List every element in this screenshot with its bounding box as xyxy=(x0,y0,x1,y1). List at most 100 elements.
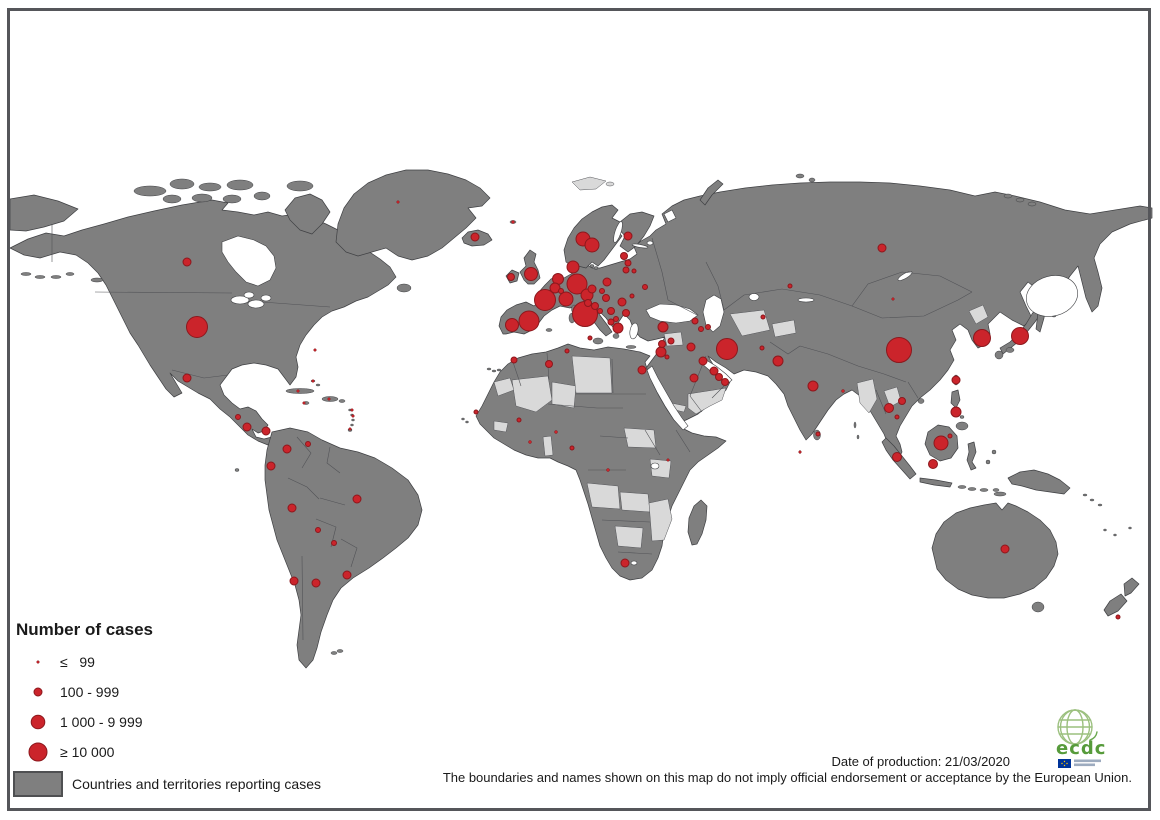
case-marker xyxy=(612,322,624,334)
land-australia xyxy=(931,502,1059,599)
case-marker xyxy=(787,283,793,289)
case-marker xyxy=(296,389,300,393)
case-marker xyxy=(666,458,670,462)
case-marker xyxy=(886,337,912,363)
case-marker xyxy=(242,422,252,432)
case-marker xyxy=(558,288,564,294)
eu-flag-icon xyxy=(1058,759,1071,768)
case-marker xyxy=(534,289,556,311)
case-marker xyxy=(655,346,667,358)
land-luzon xyxy=(950,389,961,409)
case-marker xyxy=(599,288,605,294)
case-marker xyxy=(772,355,784,367)
case-marker xyxy=(516,417,522,423)
case-marker xyxy=(350,408,354,412)
markers-layer xyxy=(182,200,1121,620)
case-marker xyxy=(558,291,574,307)
case-marker xyxy=(973,329,991,347)
hudson-bay xyxy=(221,235,277,287)
case-marker xyxy=(510,356,518,364)
case-marker xyxy=(623,231,633,241)
case-marker xyxy=(947,433,953,439)
case-marker xyxy=(709,366,719,376)
case-marker xyxy=(566,260,580,274)
case-marker xyxy=(691,317,699,325)
case-marker xyxy=(894,414,900,420)
case-marker xyxy=(315,527,321,533)
case-marker xyxy=(928,459,938,469)
case-marker xyxy=(289,576,299,586)
case-marker xyxy=(798,450,802,454)
case-marker xyxy=(686,342,696,352)
case-marker xyxy=(266,461,276,471)
case-marker xyxy=(705,324,711,330)
date-of-production: Date of production: 21/03/2020 xyxy=(831,754,1010,769)
case-marker xyxy=(331,540,337,546)
case-marker xyxy=(698,326,704,332)
legend-size-symbol xyxy=(16,649,60,675)
case-marker xyxy=(898,397,906,405)
case-marker xyxy=(657,321,669,333)
legend-size-item: ≥ 10 000 xyxy=(16,737,321,767)
case-marker xyxy=(607,307,615,315)
land-nz-north xyxy=(1123,577,1140,597)
case-marker xyxy=(622,309,630,317)
ecdc-globe-icon xyxy=(1057,709,1101,768)
legend-size-label: ≥ 10 000 xyxy=(60,744,115,760)
case-marker xyxy=(807,380,819,392)
aegean-sea xyxy=(629,322,639,340)
case-marker xyxy=(841,389,845,393)
case-marker xyxy=(689,373,699,383)
case-marker xyxy=(698,356,708,366)
legend-size-item: ≤ 99 xyxy=(16,647,321,677)
land-greenland xyxy=(335,169,491,261)
land-sulawesi xyxy=(966,441,977,471)
case-marker xyxy=(1115,614,1121,620)
case-marker xyxy=(549,282,561,294)
case-marker xyxy=(933,435,949,451)
nonrep-south-sudan xyxy=(623,427,657,449)
case-marker xyxy=(1011,327,1029,345)
case-marker xyxy=(584,237,600,253)
case-marker xyxy=(505,318,519,332)
land-chukotka xyxy=(9,194,79,232)
case-marker xyxy=(892,452,902,462)
nonrep-guinea xyxy=(493,420,509,433)
case-marker xyxy=(877,243,887,253)
case-marker xyxy=(518,310,540,332)
case-marker xyxy=(302,401,306,405)
case-marker xyxy=(664,354,670,360)
case-marker xyxy=(613,316,619,322)
case-marker xyxy=(716,338,738,360)
gulf-of-bothnia xyxy=(613,221,623,243)
land-novaya-zemlya xyxy=(699,179,724,206)
nonrep-libya xyxy=(571,355,613,394)
case-marker xyxy=(602,294,610,302)
legend-size-symbol xyxy=(16,679,60,705)
nonrep-botswana xyxy=(614,525,644,549)
case-marker xyxy=(305,441,311,447)
aral-sea xyxy=(748,293,760,301)
case-marker xyxy=(624,259,632,267)
reporting-area-label: Countries and territories reporting case… xyxy=(72,776,322,792)
case-marker xyxy=(554,430,558,434)
nonrep-turkmenistan xyxy=(729,309,771,337)
legend-size-item: 1 000 - 9 999 xyxy=(16,707,321,737)
nonrep-niger xyxy=(551,381,577,409)
case-marker xyxy=(715,373,723,381)
white-sea xyxy=(663,209,677,223)
case-marker xyxy=(606,468,610,472)
reporting-area-swatch xyxy=(13,771,63,797)
land-south-america xyxy=(264,427,423,669)
case-marker xyxy=(891,297,895,301)
legend-size-label: ≤ 99 xyxy=(60,654,95,670)
non-reporting-layer xyxy=(493,176,989,549)
lesotho xyxy=(630,560,638,566)
case-marker xyxy=(658,340,666,348)
case-marker xyxy=(602,277,612,287)
case-marker xyxy=(352,494,362,504)
lake-victoria xyxy=(650,462,660,470)
land-scandinavia xyxy=(563,204,623,269)
nonrep-svalbard xyxy=(571,176,607,191)
case-marker xyxy=(760,314,766,320)
